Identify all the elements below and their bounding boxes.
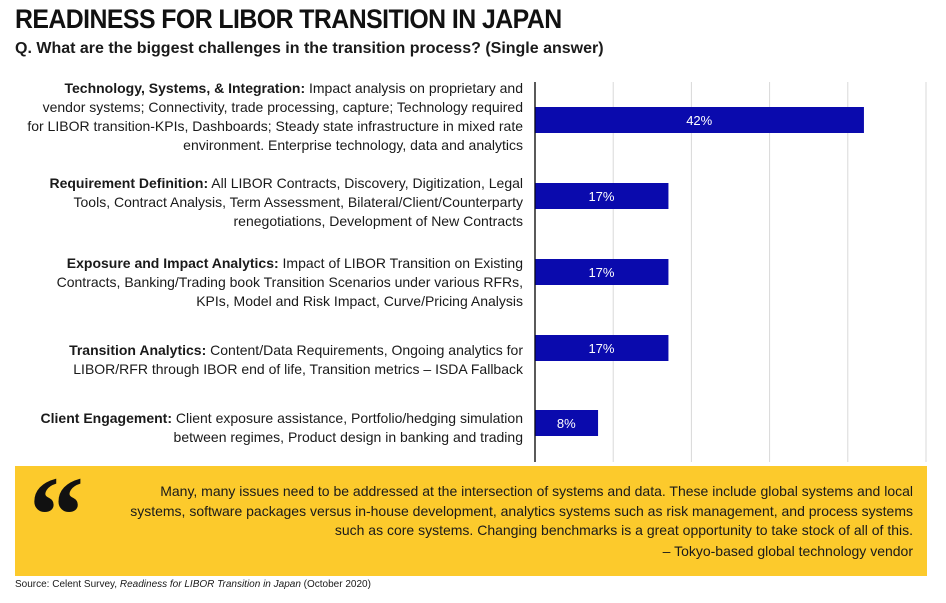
data-label: 8% <box>557 416 576 431</box>
category-description: All LIBOR Contracts, Discovery, Digitiza… <box>73 175 523 229</box>
category-description: Client exposure assistance, Portfolio/he… <box>173 410 523 445</box>
bar <box>535 335 669 361</box>
data-label: 42% <box>686 113 712 128</box>
category-labels: Technology, Systems, & Integration: Impa… <box>0 0 523 470</box>
category-description: Content/Data Requirements, Ongoing analy… <box>73 342 523 377</box>
bar <box>535 259 669 285</box>
data-label: 17% <box>588 189 614 204</box>
bar <box>535 107 864 133</box>
category-label: Client Engagement: Client exposure assis… <box>23 409 523 447</box>
source-note: Source: Celent Survey, Readiness for LIB… <box>15 579 371 590</box>
category-name: Client Engagement: <box>40 410 173 426</box>
data-label: 17% <box>588 341 614 356</box>
quote-attribution: – Tokyo-based global technology vendor <box>662 543 913 559</box>
category-name: Exposure and Impact Analytics: <box>66 255 279 271</box>
category-label: Requirement Definition: All LIBOR Contra… <box>23 174 523 231</box>
data-label: 17% <box>588 265 614 280</box>
source-suffix: (October 2020) <box>300 579 371 590</box>
category-name: Requirement Definition: <box>49 175 209 191</box>
quote-box: “ Many, many issues need to be addressed… <box>15 460 927 576</box>
category-description: Impact of LIBOR Transition on Existing C… <box>56 255 523 309</box>
source-prefix: Source: Celent Survey, <box>15 579 120 590</box>
source-title: Readiness for LIBOR Transition in Japan <box>119 579 301 590</box>
bar-chart: 42% 17% 17% 17% 8% <box>534 82 927 462</box>
page-title: READINESS FOR LIBOR TRANSITION IN JAPAN <box>15 4 562 34</box>
category-label: Transition Analytics: Content/Data Requi… <box>23 341 523 379</box>
category-description: Impact analysis on proprietary and vendo… <box>27 80 523 153</box>
category-label: Technology, Systems, & Integration: Impa… <box>23 79 523 155</box>
question-subtitle: Q. What are the biggest challenges in th… <box>15 40 604 57</box>
bar <box>535 183 669 209</box>
category-name: Transition Analytics: <box>69 342 207 358</box>
bar <box>535 410 599 436</box>
quote-text: Many, many issues need to be addressed a… <box>130 483 913 538</box>
category-name: Technology, Systems, & Integration: <box>64 80 306 96</box>
quotation-mark-icon: “ <box>29 454 84 576</box>
category-label: Exposure and Impact Analytics: Impact of… <box>23 254 523 311</box>
